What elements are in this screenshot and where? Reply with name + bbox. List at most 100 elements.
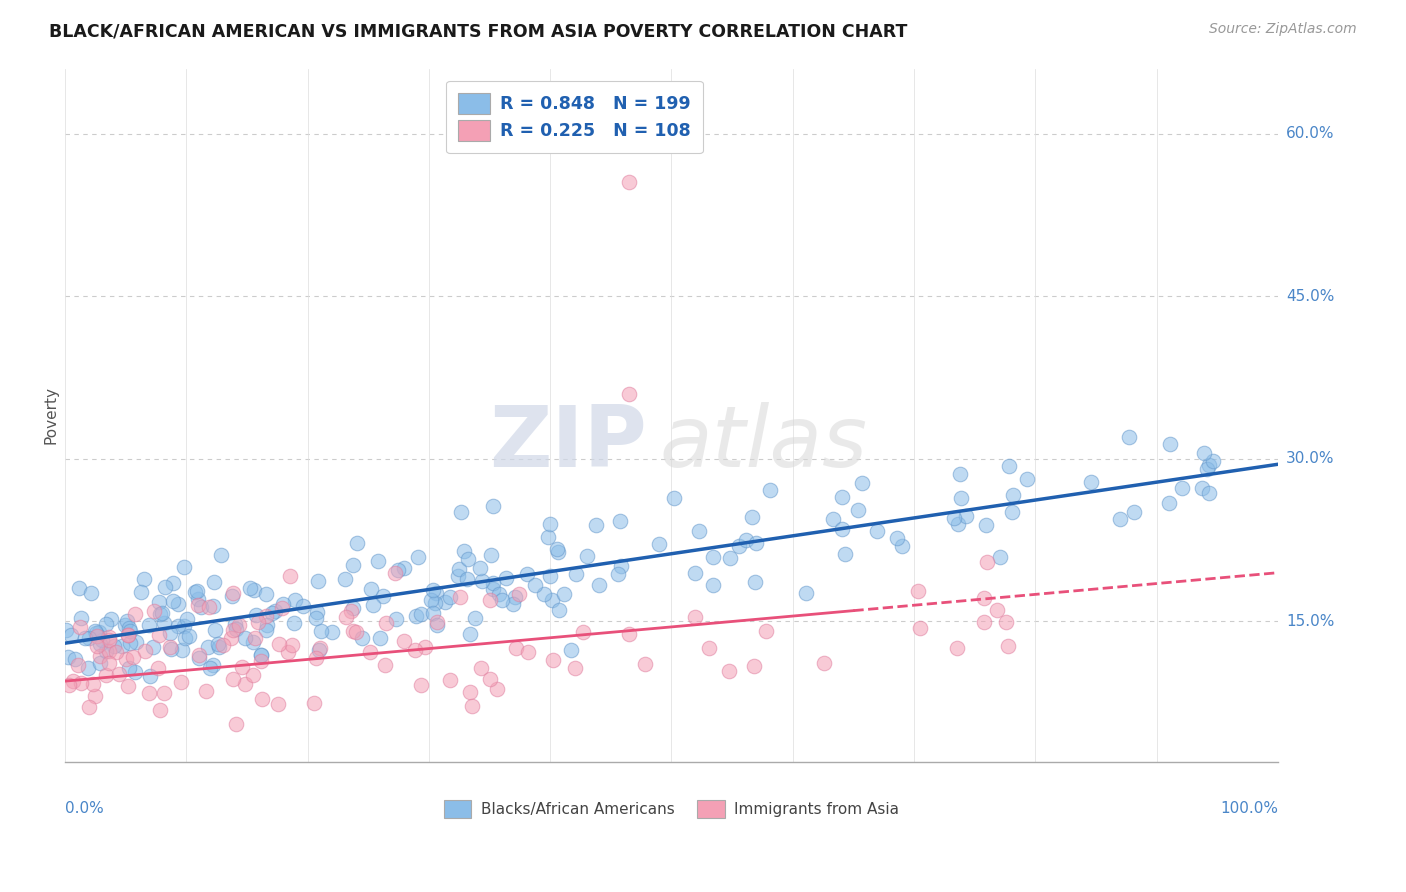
Point	[576, 549, 599, 563]
Point	[94, 616, 117, 631]
Point	[453, 543, 475, 558]
Point	[60, 628, 83, 642]
Point	[813, 656, 835, 670]
Point	[1108, 512, 1130, 526]
Point	[162, 593, 184, 607]
Point	[304, 650, 326, 665]
Point	[225, 717, 247, 731]
Point	[564, 661, 586, 675]
Point	[225, 622, 247, 636]
Point	[346, 536, 368, 550]
Point	[546, 542, 568, 557]
Point	[973, 591, 995, 605]
Point	[138, 669, 160, 683]
Point	[174, 631, 197, 645]
Point	[70, 676, 93, 690]
Text: ZIP: ZIP	[489, 401, 647, 484]
Point	[450, 505, 472, 519]
Point	[188, 650, 211, 665]
Point	[342, 558, 364, 573]
Point	[547, 544, 569, 558]
Point	[948, 517, 970, 532]
Point	[138, 686, 160, 700]
Point	[58, 678, 80, 692]
Point	[173, 559, 195, 574]
Point	[201, 657, 224, 672]
Point	[886, 531, 908, 545]
Point	[142, 640, 165, 655]
Point	[231, 659, 253, 673]
Point	[439, 590, 461, 604]
Point	[439, 673, 461, 687]
Point	[1000, 505, 1022, 519]
Point	[103, 639, 125, 653]
Point	[553, 587, 575, 601]
Point	[426, 617, 449, 632]
Point	[503, 590, 526, 604]
Point	[634, 657, 657, 672]
Point	[67, 581, 90, 595]
Point	[949, 467, 972, 482]
Point	[86, 639, 108, 653]
Point	[523, 578, 546, 592]
Point	[425, 586, 447, 600]
Point	[831, 522, 853, 536]
Point	[114, 617, 136, 632]
Point	[387, 563, 409, 577]
Point	[167, 619, 190, 633]
Point	[508, 587, 530, 601]
Point	[457, 551, 479, 566]
Point	[346, 625, 368, 640]
Point	[976, 555, 998, 569]
Point	[120, 636, 142, 650]
Point	[204, 624, 226, 638]
Point	[233, 677, 256, 691]
Point	[155, 580, 177, 594]
Point	[138, 618, 160, 632]
Point	[239, 582, 262, 596]
Point	[585, 518, 607, 533]
Point	[541, 593, 564, 607]
Point	[242, 583, 264, 598]
Point	[1080, 475, 1102, 489]
Point	[250, 654, 273, 668]
Point	[617, 626, 640, 640]
Point	[277, 645, 299, 659]
Point	[426, 615, 449, 630]
Point	[187, 598, 209, 612]
Point	[350, 632, 373, 646]
Point	[458, 685, 481, 699]
Point	[250, 648, 273, 662]
Text: BLACK/AFRICAN AMERICAN VS IMMIGRANTS FROM ASIA POVERTY CORRELATION CHART: BLACK/AFRICAN AMERICAN VS IMMIGRANTS FRO…	[49, 22, 908, 40]
Point	[735, 533, 758, 548]
Point	[77, 700, 100, 714]
Point	[173, 619, 195, 633]
Point	[744, 574, 766, 589]
Point	[263, 604, 285, 618]
Point	[129, 584, 152, 599]
Point	[89, 636, 111, 650]
Point	[702, 578, 724, 592]
Point	[891, 539, 914, 553]
Point	[307, 574, 329, 588]
Point	[184, 585, 207, 599]
Point	[246, 615, 269, 629]
Point	[188, 648, 211, 663]
Point	[516, 566, 538, 581]
Point	[461, 699, 484, 714]
Point	[728, 539, 751, 553]
Point	[479, 593, 502, 607]
Point	[280, 639, 302, 653]
Point	[449, 590, 471, 604]
Point	[149, 703, 172, 717]
Point	[609, 514, 631, 528]
Point	[910, 621, 932, 635]
Point	[108, 667, 131, 681]
Point	[702, 550, 724, 565]
Point	[405, 609, 427, 624]
Point	[148, 628, 170, 642]
Point	[907, 584, 929, 599]
Point	[284, 593, 307, 607]
Point	[170, 642, 193, 657]
Point	[866, 524, 889, 539]
